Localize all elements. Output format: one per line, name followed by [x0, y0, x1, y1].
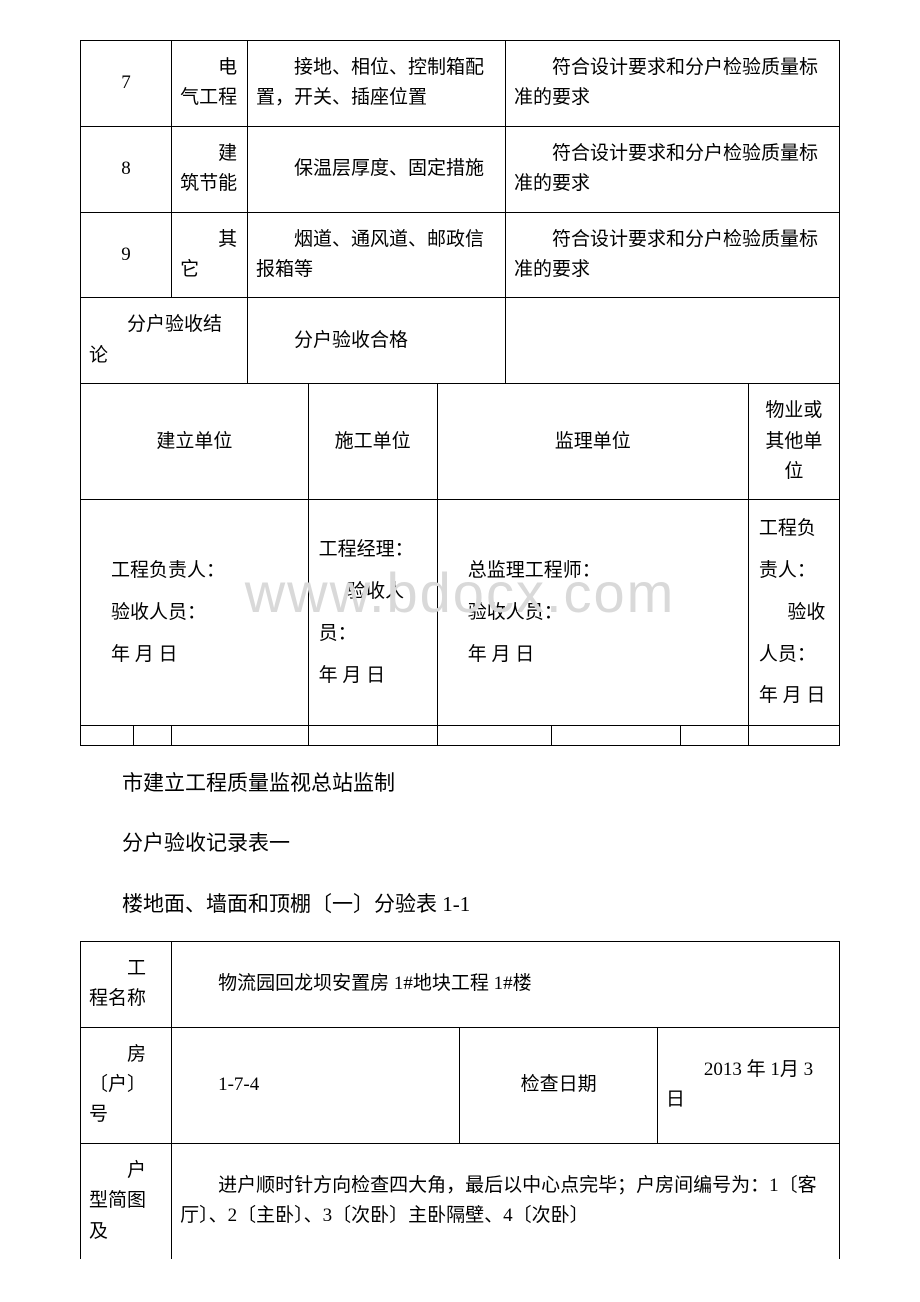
inspection-table-2: 工程名称 物流园回龙坝安置房 1#地块工程 1#楼 房〔户〕号 1-7-4 检查… [80, 941, 840, 1259]
t2-row1-value: 物流园回龙坝安置房 1#地块工程 1#楼 [172, 941, 840, 1027]
sig-line: 总监理工程师： [468, 550, 732, 592]
row-project: 电气工程 [172, 41, 248, 127]
signature-row: 工程负责人： 验收人员： 年 月 日 工程经理： 验收人员： 年 月 日 总监理… [81, 500, 840, 726]
build-signature: 工程负责人： 验收人员： 年 月 日 [81, 500, 309, 726]
footer-text-3: 楼地面、墙面和顶棚〔一〕分验表 1-1 [80, 881, 840, 927]
t2-row3-value: 进户顺时针方向检查四大角，最后以中心点完毕；户房间编号为：1〔客厅〕、2〔主卧〕… [172, 1143, 840, 1259]
footer-text-1: 市建立工程质量监视总站监制 [80, 760, 840, 806]
table-row: 8 建筑节能 保温层厚度、固定措施 符合设计要求和分户检验质量标准的要求 [81, 126, 840, 212]
build-unit-label: 建立单位 [81, 384, 309, 500]
row-content: 保温层厚度、固定措施 [247, 126, 505, 212]
table-row: 工程名称 物流园回龙坝安置房 1#地块工程 1#楼 [81, 941, 840, 1027]
row-content: 接地、相位、控制箱配置，开关、插座位置 [247, 41, 505, 127]
sig-line: 验收人员： [468, 592, 732, 634]
sig-line: 年 月 日 [468, 634, 732, 676]
t2-row3-label: 户型简图及 [81, 1143, 172, 1259]
inspection-table-1: 7 电气工程 接地、相位、控制箱配置，开关、插座位置 符合设计要求和分户检验质量… [80, 40, 840, 746]
conclusion-blank [506, 298, 840, 384]
conclusion-row: 分户验收结论 分户验收合格 [81, 298, 840, 384]
sig-line: 验收人员： [759, 592, 833, 676]
row-project: 建筑节能 [172, 126, 248, 212]
table-row: 房〔户〕号 1-7-4 检查日期 2013 年 1月 3 日 [81, 1027, 840, 1143]
row-result: 符合设计要求和分户检验质量标准的要求 [506, 212, 840, 298]
sig-line: 年 月 日 [111, 634, 292, 676]
t2-row2-label: 房〔户〕号 [81, 1027, 172, 1143]
t2-row2-value: 1-7-4 [172, 1027, 460, 1143]
t2-row1-label: 工程名称 [81, 941, 172, 1027]
conclusion-label: 分户验收结论 [81, 298, 248, 384]
construct-signature: 工程经理： 验收人员： 年 月 日 [308, 500, 437, 726]
sig-line: 工程负责人： [759, 508, 833, 592]
sig-line: 工程经理： [319, 529, 431, 571]
t2-row2-date-label: 检查日期 [460, 1027, 657, 1143]
property-signature: 工程负责人： 验收人员： 年 月 日 [748, 500, 839, 726]
row-num: 8 [81, 126, 172, 212]
units-header-row: 建立单位 施工单位 监理单位 物业或其他单位 [81, 384, 840, 500]
empty-row [81, 726, 840, 746]
row-result: 符合设计要求和分户检验质量标准的要求 [506, 126, 840, 212]
row-result: 符合设计要求和分户检验质量标准的要求 [506, 41, 840, 127]
sig-line: 年 月 日 [759, 675, 833, 717]
sig-line: 验收人员： [319, 571, 431, 655]
property-unit-label: 物业或其他单位 [748, 384, 839, 500]
row-num: 9 [81, 212, 172, 298]
supervise-signature: 总监理工程师： 验收人员： 年 月 日 [437, 500, 748, 726]
construct-unit-label: 施工单位 [308, 384, 437, 500]
table-row: 户型简图及 进户顺时针方向检查四大角，最后以中心点完毕；户房间编号为：1〔客厅〕… [81, 1143, 840, 1259]
t2-row2-date-value: 2013 年 1月 3 日 [657, 1027, 839, 1143]
sig-line: 验收人员： [111, 592, 292, 634]
table-row: 9 其它 烟道、通风道、邮政信报箱等 符合设计要求和分户检验质量标准的要求 [81, 212, 840, 298]
row-content: 烟道、通风道、邮政信报箱等 [247, 212, 505, 298]
sig-line: 年 月 日 [319, 655, 431, 697]
row-num: 7 [81, 41, 172, 127]
supervise-unit-label: 监理单位 [437, 384, 748, 500]
table-row: 7 电气工程 接地、相位、控制箱配置，开关、插座位置 符合设计要求和分户检验质量… [81, 41, 840, 127]
conclusion-value: 分户验收合格 [247, 298, 505, 384]
row-project: 其它 [172, 212, 248, 298]
footer-text-2: 分户验收记录表一 [80, 820, 840, 866]
sig-line: 工程负责人： [111, 550, 292, 592]
